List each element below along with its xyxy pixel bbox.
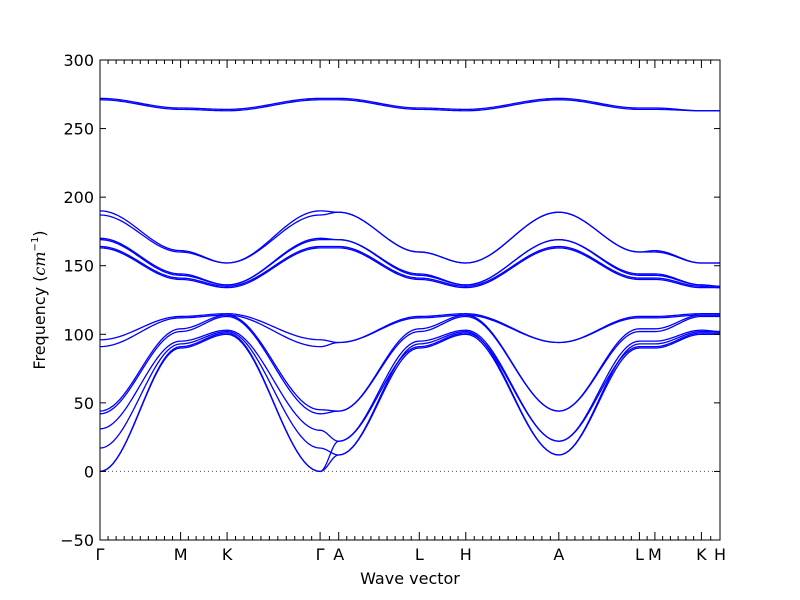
x-tick-label: M [648, 545, 662, 564]
x-tick-label: L [635, 545, 644, 564]
y-tick-label: 150 [63, 257, 94, 276]
y-tick-label: 50 [74, 394, 94, 413]
phonon-band-14 [99, 330, 720, 456]
phonon-band-1 [99, 97, 720, 112]
x-tick-label: A [553, 545, 564, 564]
phonon-band-4 [99, 211, 720, 264]
plot-frame [99, 59, 721, 541]
phonon-band-6 [99, 239, 721, 287]
y-axis-label: Frequency (cm−1) [30, 230, 49, 369]
phonon-band-2 [99, 99, 720, 112]
x-tick-label: A [333, 545, 344, 564]
phonon-band-12 [99, 315, 720, 415]
x-tick-label: M [174, 545, 188, 564]
x-tick-label: K [696, 545, 707, 564]
x-tick-label: K [222, 545, 233, 564]
y-tick-label: 100 [63, 325, 94, 344]
phonon-band-9 [99, 313, 720, 344]
y-tick-label: −50 [60, 531, 94, 550]
y-tick-label: 200 [63, 188, 94, 207]
y-tick-label: 0 [84, 462, 94, 481]
x-tick-label: Γ [96, 545, 105, 564]
x-tick-label: H [714, 545, 726, 564]
phonon-band-13 [99, 329, 720, 442]
phonon-band-3 [99, 210, 720, 264]
phonon-band-15 [99, 332, 720, 473]
phonon-band-16 [99, 333, 720, 473]
y-tick-label: 250 [63, 120, 94, 139]
plot-lines [99, 97, 721, 473]
phonon-band-11 [99, 314, 720, 412]
phonon-band-7 [99, 245, 721, 289]
x-axis-label: Wave vector [360, 569, 460, 588]
x-tick-label: H [460, 545, 472, 564]
y-axis: −50 0 50 100 150 200 250 300 [60, 51, 720, 550]
phonon-band-10 [99, 314, 720, 348]
y-tick-label: 300 [63, 51, 94, 70]
x-tick-label: Γ [316, 545, 325, 564]
x-tick-label: L [415, 545, 424, 564]
phonon-band-8 [99, 247, 720, 289]
